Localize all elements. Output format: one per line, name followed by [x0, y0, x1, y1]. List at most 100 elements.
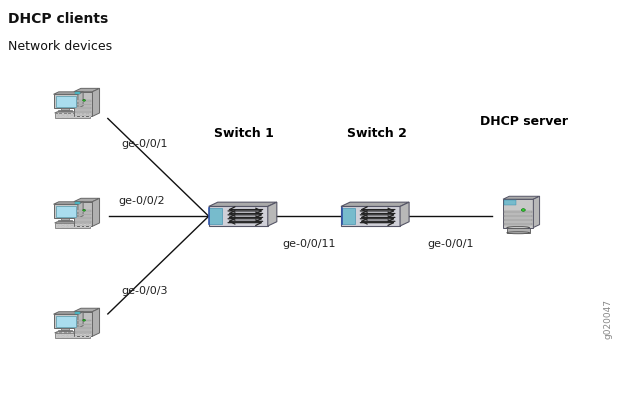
FancyBboxPatch shape: [89, 113, 90, 114]
FancyBboxPatch shape: [75, 218, 91, 219]
FancyBboxPatch shape: [74, 312, 93, 337]
FancyBboxPatch shape: [75, 333, 77, 334]
FancyBboxPatch shape: [62, 115, 64, 116]
FancyBboxPatch shape: [84, 336, 86, 337]
FancyBboxPatch shape: [507, 228, 530, 233]
FancyBboxPatch shape: [71, 115, 73, 116]
Ellipse shape: [507, 232, 530, 234]
FancyBboxPatch shape: [54, 114, 90, 119]
FancyBboxPatch shape: [89, 115, 90, 116]
FancyBboxPatch shape: [54, 95, 78, 109]
FancyBboxPatch shape: [71, 223, 73, 224]
FancyBboxPatch shape: [75, 328, 91, 329]
FancyBboxPatch shape: [67, 334, 69, 335]
Text: DHCP server: DHCP server: [480, 115, 569, 127]
FancyBboxPatch shape: [75, 214, 91, 216]
FancyBboxPatch shape: [89, 334, 90, 335]
FancyBboxPatch shape: [84, 113, 86, 114]
FancyBboxPatch shape: [80, 226, 82, 227]
Polygon shape: [400, 203, 409, 227]
FancyBboxPatch shape: [57, 226, 59, 227]
Polygon shape: [54, 332, 93, 333]
FancyBboxPatch shape: [56, 97, 76, 108]
Polygon shape: [93, 308, 99, 337]
Polygon shape: [74, 199, 99, 202]
FancyBboxPatch shape: [57, 225, 59, 226]
FancyBboxPatch shape: [80, 113, 82, 114]
FancyBboxPatch shape: [89, 226, 90, 227]
FancyBboxPatch shape: [71, 113, 73, 114]
Polygon shape: [341, 203, 409, 207]
Polygon shape: [93, 89, 99, 117]
Circle shape: [522, 209, 525, 212]
Polygon shape: [54, 92, 83, 95]
FancyBboxPatch shape: [75, 320, 91, 321]
FancyBboxPatch shape: [75, 324, 91, 326]
FancyBboxPatch shape: [67, 336, 69, 337]
FancyBboxPatch shape: [84, 333, 86, 334]
FancyBboxPatch shape: [54, 315, 78, 328]
FancyBboxPatch shape: [342, 209, 355, 225]
FancyBboxPatch shape: [210, 209, 222, 225]
FancyBboxPatch shape: [80, 115, 82, 116]
FancyBboxPatch shape: [62, 226, 64, 227]
FancyBboxPatch shape: [75, 113, 77, 114]
Text: DHCP clients: DHCP clients: [7, 11, 108, 25]
FancyBboxPatch shape: [75, 225, 77, 226]
Polygon shape: [54, 112, 93, 114]
FancyBboxPatch shape: [75, 226, 77, 227]
Ellipse shape: [507, 227, 530, 229]
FancyBboxPatch shape: [57, 223, 59, 224]
FancyBboxPatch shape: [67, 113, 69, 114]
FancyBboxPatch shape: [57, 333, 59, 334]
Polygon shape: [74, 89, 99, 92]
FancyBboxPatch shape: [56, 316, 76, 327]
FancyBboxPatch shape: [56, 206, 76, 217]
FancyBboxPatch shape: [57, 115, 59, 116]
FancyBboxPatch shape: [67, 226, 69, 227]
FancyBboxPatch shape: [54, 205, 78, 218]
FancyBboxPatch shape: [75, 108, 91, 110]
FancyBboxPatch shape: [504, 211, 531, 213]
FancyBboxPatch shape: [75, 105, 91, 106]
FancyBboxPatch shape: [62, 334, 64, 335]
Polygon shape: [209, 203, 277, 207]
FancyBboxPatch shape: [504, 219, 531, 221]
FancyBboxPatch shape: [84, 223, 86, 224]
FancyBboxPatch shape: [74, 92, 93, 117]
Polygon shape: [78, 312, 83, 328]
Text: Network devices: Network devices: [7, 40, 112, 53]
FancyBboxPatch shape: [75, 101, 91, 102]
FancyBboxPatch shape: [504, 215, 531, 217]
FancyBboxPatch shape: [75, 223, 77, 224]
FancyBboxPatch shape: [61, 328, 69, 330]
Polygon shape: [54, 312, 83, 315]
FancyBboxPatch shape: [71, 336, 73, 337]
FancyBboxPatch shape: [71, 333, 73, 334]
FancyBboxPatch shape: [54, 223, 90, 228]
FancyBboxPatch shape: [67, 223, 69, 224]
Polygon shape: [93, 199, 99, 227]
FancyBboxPatch shape: [59, 110, 72, 112]
Polygon shape: [268, 203, 277, 227]
FancyBboxPatch shape: [89, 225, 90, 226]
FancyBboxPatch shape: [84, 225, 86, 226]
Text: ge-0/0/2: ge-0/0/2: [118, 196, 165, 205]
Circle shape: [83, 100, 85, 102]
FancyBboxPatch shape: [62, 113, 64, 114]
Polygon shape: [503, 197, 540, 200]
FancyBboxPatch shape: [61, 109, 69, 110]
FancyBboxPatch shape: [75, 312, 80, 314]
FancyBboxPatch shape: [75, 336, 77, 337]
Polygon shape: [78, 202, 83, 218]
FancyBboxPatch shape: [54, 333, 90, 338]
FancyBboxPatch shape: [71, 226, 73, 227]
FancyBboxPatch shape: [84, 115, 86, 116]
Polygon shape: [74, 308, 99, 312]
Text: ge-0/0/11: ge-0/0/11: [282, 238, 336, 248]
Text: Switch 2: Switch 2: [347, 126, 407, 139]
Polygon shape: [54, 202, 83, 205]
FancyBboxPatch shape: [89, 333, 90, 334]
FancyBboxPatch shape: [89, 223, 90, 224]
FancyBboxPatch shape: [62, 225, 64, 226]
